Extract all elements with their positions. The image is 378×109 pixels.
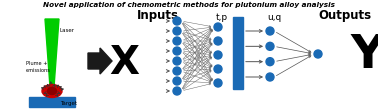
Circle shape [214,65,222,73]
Circle shape [266,73,274,81]
Bar [29,97,75,107]
Circle shape [214,51,222,59]
Text: Outputs: Outputs [318,9,372,22]
Text: Inputs: Inputs [137,9,179,22]
Circle shape [173,57,181,65]
Circle shape [266,58,274,66]
Circle shape [266,27,274,35]
Text: Laser: Laser [60,28,75,33]
Ellipse shape [48,88,56,95]
Text: Plume +
emissions: Plume + emissions [26,61,51,73]
Text: Novel application of chemometric methods for plutonium alloy analysis: Novel application of chemometric methods… [43,2,335,8]
Text: u,q: u,q [267,14,281,22]
Circle shape [314,50,322,58]
Circle shape [173,87,181,95]
Circle shape [173,67,181,75]
FancyArrow shape [88,48,112,74]
Circle shape [214,37,222,45]
Circle shape [173,17,181,25]
Circle shape [214,23,222,31]
Circle shape [173,27,181,35]
Bar [233,17,243,89]
Text: Y: Y [351,32,378,77]
Circle shape [173,77,181,85]
Text: X: X [109,44,139,82]
Circle shape [214,79,222,87]
Circle shape [173,47,181,55]
Text: t,p: t,p [216,14,228,22]
Circle shape [266,42,274,50]
Ellipse shape [42,84,62,97]
Polygon shape [45,19,59,87]
Circle shape [173,37,181,45]
Text: Target: Target [60,100,77,106]
